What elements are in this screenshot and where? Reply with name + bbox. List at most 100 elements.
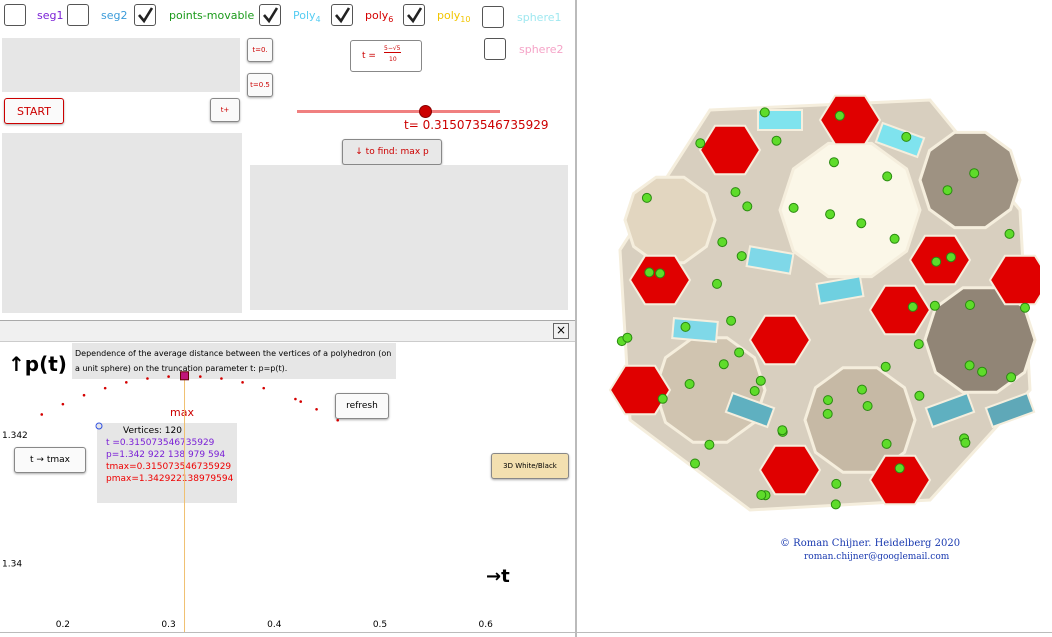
curve-point <box>146 377 149 380</box>
checkbox[interactable] <box>331 4 353 26</box>
button[interactable]: t+ <box>210 98 240 122</box>
poly-face <box>825 209 836 220</box>
x-tick-label: 0.5 <box>373 620 387 630</box>
curve-point <box>167 375 170 378</box>
poly-face <box>881 438 892 449</box>
poly-face <box>1006 372 1017 383</box>
checkbox-label: sphere1 <box>517 11 562 24</box>
y-axis-label: ↑p(t) <box>8 352 67 376</box>
max-point <box>180 371 190 381</box>
checkbox-label: points-movable <box>169 9 255 22</box>
vertex-info: p=1.342 922 138 979 594 <box>106 450 226 460</box>
poly-face <box>834 110 845 121</box>
poly-face <box>608 364 672 416</box>
curve-point <box>220 377 223 380</box>
curve-point <box>294 397 297 401</box>
poly-face <box>862 401 873 411</box>
checkbox-label: Poly4 <box>293 9 321 25</box>
poly-face <box>730 187 741 198</box>
vertex-info: Vertices: 120 <box>123 426 182 436</box>
poly-face <box>868 454 932 506</box>
checkbox[interactable] <box>259 4 281 26</box>
button[interactable]: 3D White/Black <box>491 453 569 479</box>
poly-face <box>868 284 932 336</box>
poly-face <box>771 135 782 146</box>
poly-face <box>960 437 971 448</box>
curve-point <box>262 386 266 390</box>
button[interactable]: START <box>4 98 64 124</box>
poly-face <box>644 267 655 278</box>
checkbox[interactable] <box>4 4 26 26</box>
curve-point <box>198 375 202 378</box>
subscript: 4 <box>315 15 321 25</box>
poly-face <box>742 201 753 212</box>
checkbox[interactable] <box>482 6 504 28</box>
poly-face <box>964 360 975 371</box>
subscript: 6 <box>388 15 394 25</box>
table-panel <box>250 165 568 310</box>
y-tick-label: 1.342 <box>2 431 28 441</box>
checkbox[interactable] <box>484 38 506 60</box>
poly-face <box>717 237 728 248</box>
poly-face <box>823 395 833 406</box>
poly-face <box>718 359 729 370</box>
x-tick-label: 0.2 <box>56 620 70 630</box>
description: Dependence of the average distance betwe… <box>72 343 396 379</box>
poly-face <box>680 321 691 332</box>
poly-face <box>822 408 833 419</box>
checkbox[interactable] <box>403 4 425 26</box>
curve-point <box>315 408 318 411</box>
poly-face <box>622 332 633 343</box>
formula-num: 5−√5 <box>384 45 401 53</box>
button[interactable]: ↓ to find: max p <box>342 139 442 165</box>
poly-face <box>857 384 867 395</box>
slider-track <box>297 110 500 113</box>
poly-face <box>880 361 891 372</box>
poly-face <box>726 315 737 326</box>
x-tick-label: 0.3 <box>161 620 175 630</box>
checkbox-label: sphere2 <box>519 43 564 56</box>
button[interactable]: t=0.5 <box>247 73 273 97</box>
y-tick-label: 1.34 <box>2 559 22 569</box>
curve-point <box>336 418 340 422</box>
poly-face <box>788 202 799 213</box>
poly-face <box>984 391 1036 429</box>
polyhedron-3d <box>608 94 1040 512</box>
poly-face <box>931 256 942 267</box>
poly-face <box>831 478 842 489</box>
poly-face <box>969 168 980 179</box>
checkbox[interactable] <box>134 4 156 26</box>
formula-den: 10 <box>389 56 397 63</box>
checkbox-label: poly6 <box>365 9 394 25</box>
poly-face <box>684 379 695 389</box>
poly-face <box>913 339 924 350</box>
poly-face <box>907 301 918 312</box>
credit: roman.chijner@googlemail.com <box>804 552 950 562</box>
max-label: max <box>170 406 194 419</box>
close-button[interactable]: × <box>553 323 569 339</box>
poly-face <box>641 192 652 203</box>
poly-face <box>942 185 953 196</box>
moving-point <box>95 422 103 430</box>
poly-face <box>748 314 812 366</box>
poly-face <box>918 130 1022 230</box>
poly-face <box>623 175 717 265</box>
poly-face <box>671 317 719 343</box>
poly-face <box>914 390 925 401</box>
bottom-line <box>0 632 1052 633</box>
curve-point <box>61 402 65 406</box>
poly-face <box>653 336 767 444</box>
vertex-info: t =0.315073546735929 <box>106 438 215 448</box>
poly-face <box>698 124 762 176</box>
poly-face <box>946 252 956 263</box>
checkbox[interactable] <box>67 4 89 26</box>
x-tick-label: 0.4 <box>267 620 282 630</box>
button[interactable]: t=0. <box>247 38 273 62</box>
notes-panel <box>2 133 242 313</box>
poly-face <box>756 490 767 500</box>
button[interactable]: t → tmax <box>14 447 86 473</box>
button[interactable]: refresh <box>335 393 389 419</box>
x-axis-label: →t <box>486 566 510 587</box>
slider-knob[interactable] <box>419 105 432 118</box>
